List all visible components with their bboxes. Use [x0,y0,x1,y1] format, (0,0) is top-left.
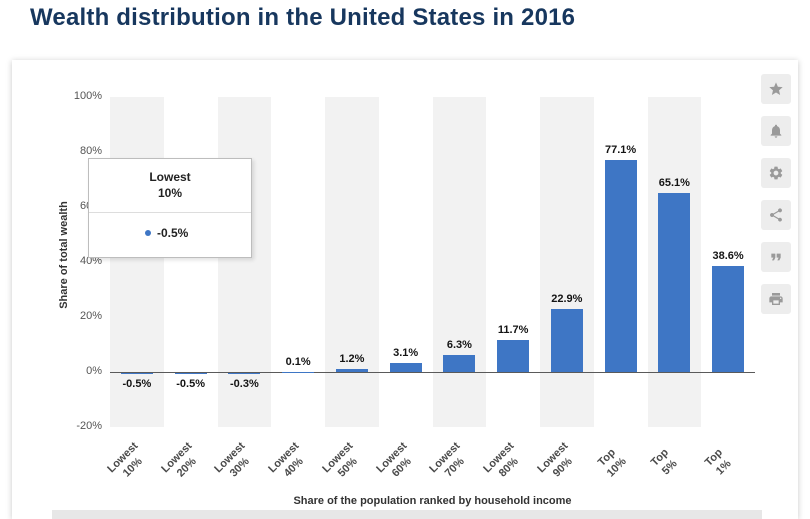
bar-value-label: -0.5% [176,378,205,391]
printer-icon [769,293,783,305]
notifications-button[interactable] [761,116,791,146]
x-axis-category-label: Lowest 80% [481,439,521,480]
bar[interactable] [712,265,745,372]
y-axis-tick-label: 80% [79,145,102,157]
quote-icon [771,253,781,261]
tooltip-separator [89,212,251,214]
settings-button[interactable] [761,158,791,188]
tooltip-category-line1: Lowest [149,170,191,184]
band-stripe [432,97,487,427]
print-button[interactable] [761,284,791,314]
bar-value-label: 38.6% [712,249,744,262]
favorite-button[interactable] [761,74,791,104]
bar[interactable] [604,159,637,372]
zero-axis-line [110,372,755,373]
bar[interactable] [174,373,207,375]
x-axis-category-label: Lowest 90% [535,439,575,480]
x-axis-category-label: Lowest 70% [427,439,467,480]
share-icon [770,208,782,222]
share-button[interactable] [761,200,791,230]
x-axis-category-label: Top 10% [595,446,629,480]
tooltip-value: -0.5% [157,226,189,241]
tooltip-value-row: -0.5% [89,226,251,240]
bar-value-label: 77.1% [605,143,637,156]
star-icon [769,82,783,95]
y-axis-tick-label: 20% [79,310,102,322]
action-toolbar [754,60,798,519]
bar-value-label: 1.2% [339,352,365,365]
bar-value-label: -0.3% [230,378,259,390]
page-title: Wealth distribution in the United States… [30,4,576,31]
cite-button[interactable] [761,242,791,272]
bar-value-label: 6.3% [446,338,472,351]
y-axis-tick-label: -20% [76,420,102,432]
bar[interactable] [120,373,153,375]
chart-card: 100%80%60%40%20%0%-20%-0.5%-0.5%-0.3%0.1… [12,60,798,519]
x-axis-category-label: Lowest 60% [373,439,414,480]
bar-value-label: -0.5% [122,378,152,391]
tooltip-category-line2: 10% [157,186,183,201]
bar-value-label: 11.7% [497,323,529,336]
band-stripe [540,97,594,427]
bar[interactable] [389,363,422,372]
gear-icon [769,166,783,180]
bar[interactable] [550,309,583,372]
x-axis-category-label: Lowest 50% [320,439,360,480]
bar[interactable] [228,373,261,374]
x-axis-category-label: Lowest 40% [266,439,306,480]
bar-value-label: 0.1% [285,355,311,368]
x-axis-title: Share of the population ranked by househ… [293,495,572,507]
y-axis-tick-label: 100% [73,90,102,102]
bar-value-label: 22.9% [551,293,583,306]
x-axis-category-label: Top 5% [649,446,680,478]
y-axis-tick-label: 0% [86,365,102,377]
tooltip-series-marker [145,230,151,237]
y-axis-tick-label: 40% [79,255,102,267]
tooltip-category: Lowest 10% [89,169,251,201]
bar[interactable] [658,192,691,372]
y-axis-title: Share of total wealth [58,201,70,309]
bar-value-label: 65.1% [658,176,690,189]
bar[interactable] [497,339,530,372]
x-axis-category-label: Lowest 20% [158,439,199,480]
x-axis-category-label: Lowest 30% [212,439,252,480]
plot-area: 100%80%60%40%20%0%-20%-0.5%-0.5%-0.3%0.1… [74,90,755,479]
bell-icon [770,124,782,138]
x-axis-category-label: Top 1% [702,446,734,478]
bottom-section-edge [52,510,762,519]
bar[interactable] [443,354,476,372]
bar[interactable] [282,371,315,373]
bar-value-label: 3.1% [393,347,419,360]
chart-tooltip: Lowest 10% -0.5% [88,158,252,258]
bar[interactable] [335,368,368,372]
x-axis-category-label: Lowest 10% [105,439,145,480]
band-stripe [325,97,379,427]
